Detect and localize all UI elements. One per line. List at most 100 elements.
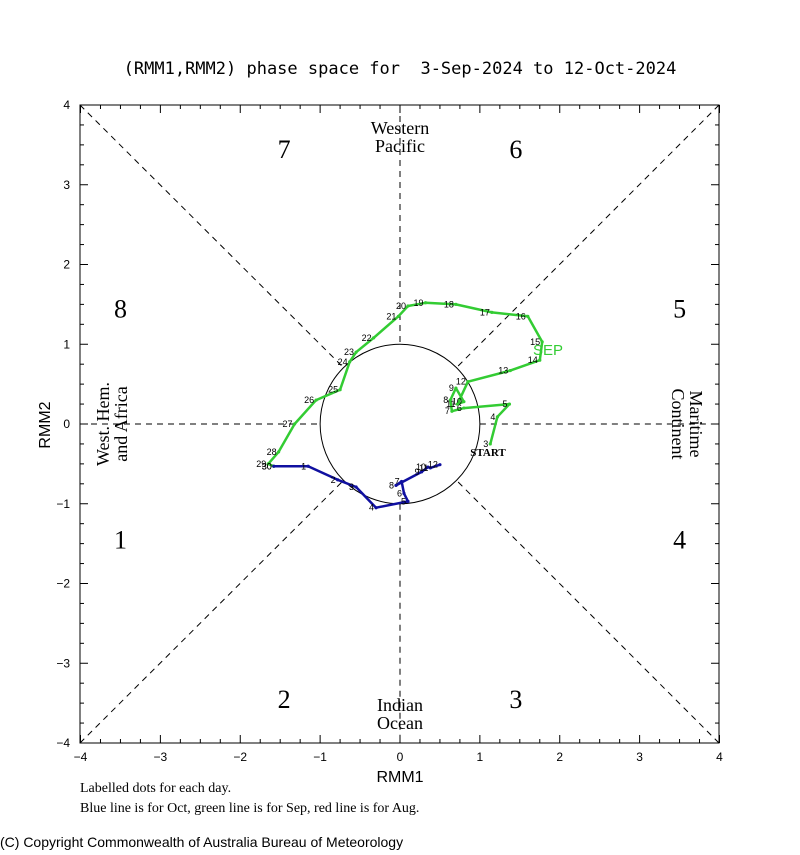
day-dot-sep xyxy=(466,380,470,384)
region-top-line-1: Western xyxy=(371,118,430,138)
x-tick-label: 2 xyxy=(556,750,563,764)
day-label-sep: 20 xyxy=(396,301,406,311)
x-tick-label: −1 xyxy=(313,750,327,764)
day-label-sep: 14 xyxy=(528,355,538,365)
day-label-sep: 9 xyxy=(449,383,454,393)
day-label-sep: 28 xyxy=(267,447,277,457)
day-dot-oct xyxy=(394,483,398,488)
day-dot-oct xyxy=(306,464,310,468)
day-dot-sep xyxy=(490,310,494,314)
day-label-sep: 23 xyxy=(344,347,354,357)
day-dot-oct xyxy=(419,470,424,474)
day-label-sep: 18 xyxy=(444,299,454,309)
day-label-oct: 3 xyxy=(349,482,354,492)
region-left-line-1: West. Hem. xyxy=(93,382,113,466)
day-label-sep: 24 xyxy=(338,357,348,367)
guide-diagonal-sw xyxy=(79,480,344,744)
phase-number-8: 8 xyxy=(114,294,127,323)
x-axis-label: RMM1 xyxy=(376,769,423,786)
day-label-oct: 11 xyxy=(419,463,428,473)
region-bottom-line-1: Indian xyxy=(377,695,423,715)
day-dot-sep xyxy=(455,402,460,406)
day-label-sep: 21 xyxy=(386,311,396,321)
copyright-text: (C) Copyright Commonwealth of Australia … xyxy=(0,834,403,850)
y-tick-label: 3 xyxy=(63,178,70,192)
day-dot-sep xyxy=(454,302,458,306)
day-dot-oct xyxy=(272,464,276,468)
phase-number-1: 1 xyxy=(114,526,127,555)
phase-number-7: 7 xyxy=(278,135,291,164)
day-dot-sep xyxy=(462,400,466,404)
day-dot-sep xyxy=(276,450,281,454)
day-label-oct: 12 xyxy=(428,460,438,470)
x-tick-label: −4 xyxy=(74,750,88,764)
start-label: START xyxy=(470,447,506,459)
day-dot-oct xyxy=(399,479,404,484)
day-label-sep: 8 xyxy=(443,395,448,405)
day-dot-sep xyxy=(292,422,297,426)
day-label-sep: 22 xyxy=(362,333,372,343)
chart-title: (RMM1,RMM2) phase space for 3-Sep-2024 t… xyxy=(124,59,677,79)
series-lines: 3456789101112131415161718192021222324252… xyxy=(256,298,544,513)
day-label-oct: 1 xyxy=(301,461,306,471)
day-label-sep: 3 xyxy=(483,439,488,449)
day-dot-sep xyxy=(507,402,512,406)
day-label-oct: 6 xyxy=(397,488,402,498)
day-label-sep: 15 xyxy=(530,337,540,347)
y-tick-label: 0 xyxy=(63,417,70,431)
day-dot-sep xyxy=(526,314,530,318)
day-label-sep: 6 xyxy=(457,403,462,413)
day-dot-sep xyxy=(396,314,401,318)
region-right-line-1: Maritime xyxy=(686,391,706,458)
series-line-sep xyxy=(266,301,544,468)
day-dot-oct xyxy=(354,485,358,489)
day-dot-sep xyxy=(454,386,458,390)
phase-number-5: 5 xyxy=(673,294,686,323)
day-dot-oct xyxy=(428,466,432,470)
day-label-sep: 13 xyxy=(498,366,508,376)
day-label-oct: 2 xyxy=(331,475,336,485)
guide-diagonal-ne xyxy=(456,104,720,368)
day-dot-sep xyxy=(450,409,454,413)
day-label-sep: 7 xyxy=(445,406,450,416)
day-label-oct: 9 xyxy=(415,467,420,477)
month-label-sep: SEP xyxy=(533,342,563,359)
phase-guides xyxy=(79,104,720,744)
phase-number-2: 2 xyxy=(278,685,291,714)
x-tick-label: −3 xyxy=(154,750,168,764)
day-dot-oct xyxy=(406,499,410,503)
day-label-sep: 30 xyxy=(262,461,272,471)
day-label-sep: 11 xyxy=(446,399,455,409)
day-label-oct: 10 xyxy=(416,462,426,472)
day-label-sep: 10 xyxy=(452,397,462,407)
day-dot-sep xyxy=(314,398,318,402)
region-left-line-2: and Africa xyxy=(111,386,131,461)
day-dot-oct xyxy=(402,491,406,495)
day-label-sep: 4 xyxy=(490,412,495,422)
phase-number-3: 3 xyxy=(509,685,522,714)
x-tick-label: 4 xyxy=(716,750,723,764)
unit-circle xyxy=(319,343,481,505)
y-axis-label: RMM2 xyxy=(37,401,54,448)
day-dot-sep xyxy=(406,304,410,308)
day-dot-sep xyxy=(423,301,428,305)
day-label-sep: 12 xyxy=(456,377,466,387)
day-label-oct: 30 xyxy=(262,461,272,471)
phase-number-4: 4 xyxy=(673,526,686,555)
day-dot-sep xyxy=(508,368,512,373)
day-label-sep: 29 xyxy=(256,459,266,469)
day-label-oct: 5 xyxy=(401,496,406,506)
x-tick-label: 1 xyxy=(477,750,484,764)
region-bottom-line-2: Ocean xyxy=(377,713,423,733)
day-dot-sep xyxy=(266,462,270,466)
y-tick-label: −1 xyxy=(56,497,70,511)
day-label-sep: 5 xyxy=(502,399,507,409)
phase-numbers: 7 68 51 42 3 xyxy=(114,135,686,714)
region-right-line-2: Continent xyxy=(668,389,688,460)
y-tick-label: −2 xyxy=(56,577,70,591)
day-dot-oct xyxy=(438,463,442,467)
day-dot-sep xyxy=(488,442,492,446)
